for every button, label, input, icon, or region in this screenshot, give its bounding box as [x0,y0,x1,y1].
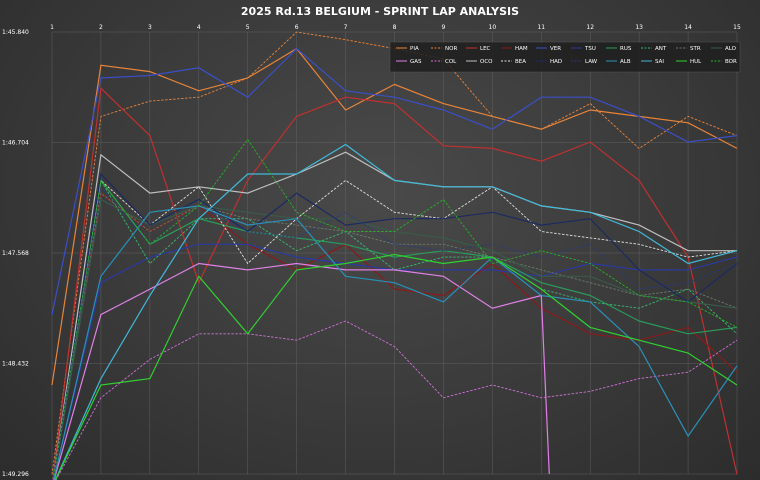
legend-label-had: HAD [550,59,562,65]
x-tick-label: 3 [148,24,152,31]
series-line-alb [53,205,738,480]
legend: PIA NOR LEC HAM VER TSU RUS ANT STR ALO GAS COL OCO B… [389,41,741,73]
y-tick-label: 1:46.704 [2,140,29,147]
legend-label-oco: OCO [480,59,493,65]
series-line-had [52,172,738,480]
legend-label-lec: LEC [480,46,491,52]
series-line-bea [52,179,738,480]
x-tick-label: 15 [733,24,741,31]
series-line-hul [54,253,738,480]
x-tick-label: 11 [537,24,545,31]
series-line-str [52,192,738,480]
x-tick-label: 4 [197,24,201,31]
x-tick-label: 7 [344,24,348,31]
x-axis-ticks: 1 2 3 4 5 6 7 8 9 10 11 12 13 14 15 [50,24,741,31]
x-tick-label: 12 [586,24,594,31]
series-line-pia [51,47,738,386]
x-tick-label: 2 [99,24,103,31]
legend-label-str: STR [690,46,701,52]
x-tick-label: 14 [684,24,692,31]
grid [51,31,738,475]
x-tick-label: 13 [635,24,643,31]
legend-label-alo: ALO [725,46,737,52]
legend-label-bor: BOR [725,59,737,65]
legend-label-bea: BEA [515,59,526,65]
legend-label-pia: PIA [410,46,419,52]
y-axis-ticks: 1:45.840 1:46.704 1:47.568 1:48.432 1:49.296 [2,29,29,478]
y-tick-label: 1:47.568 [2,250,29,257]
legend-label-rus: RUS [620,46,632,52]
series-line-gas-drop [540,295,550,475]
legend-label-ver: VER [550,46,561,52]
series-lines [51,31,738,480]
series-line-sai [54,143,738,480]
legend-label-ham: HAM [515,46,528,52]
y-tick-label: 1:48.432 [2,361,29,368]
y-tick-label: 1:45.840 [2,29,29,36]
legend-label-ant: ANT [655,46,667,52]
legend-label-law: LAW [585,59,598,65]
series-line-col [55,320,738,480]
series-line-rus [52,178,738,480]
legend-label-col: COL [445,59,457,65]
series-line-lec [52,87,738,480]
x-tick-label: 1 [50,24,54,31]
series-line-ver [51,47,738,315]
legend-label-hul: HUL [690,59,702,65]
series-line-bor [52,138,738,480]
legend-label-gas: GAS [410,59,422,65]
series-line-ant [52,179,738,480]
chart-title: 2025 Rd.13 BELGIUM - SPRINT LAP ANALYSIS [241,5,519,18]
x-tick-label: 9 [442,24,446,31]
legend-label-tsu: TSU [584,46,596,52]
x-tick-label: 8 [393,24,397,31]
x-tick-label: 10 [489,24,497,31]
legend-label-sai: SAI [655,59,664,65]
y-tick-label: 1:49.296 [2,471,29,478]
legend-label-alb: ALB [620,59,631,65]
x-tick-label: 6 [295,24,299,31]
x-tick-label: 5 [246,24,250,31]
legend-label-nor: NOR [445,46,457,52]
series-line-ham [52,192,738,480]
legend-box [389,41,741,73]
